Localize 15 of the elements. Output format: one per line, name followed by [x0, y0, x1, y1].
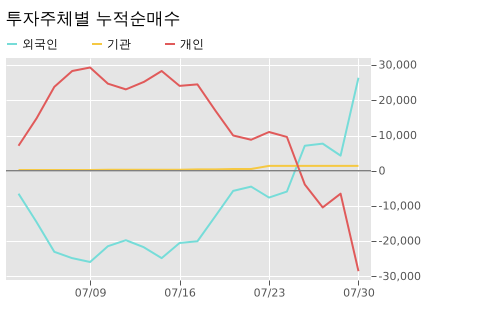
x-tick-label: 07/23 [254, 286, 286, 300]
chart-title: 투자주체별 누적순매수 [5, 9, 181, 29]
y-tick-label: -10,000 [378, 200, 421, 212]
x-tick-label: 07/09 [74, 286, 106, 300]
legend-label: 외국인 [22, 37, 58, 51]
y-tick-label: -20,000 [378, 234, 421, 248]
y-tick-label: 0 [378, 164, 386, 178]
y-tick-label: 10,000 [378, 129, 417, 142]
y-tick-label: 30,000 [378, 58, 417, 72]
legend-label: 기관 [107, 37, 131, 51]
y-tick-label: -30,000 [378, 270, 421, 283]
y-tick-label: 20,000 [378, 94, 417, 107]
legend-label: 개인 [180, 37, 204, 51]
x-tick-label: 07/16 [164, 286, 196, 300]
x-tick-label: 07/30 [343, 286, 375, 300]
